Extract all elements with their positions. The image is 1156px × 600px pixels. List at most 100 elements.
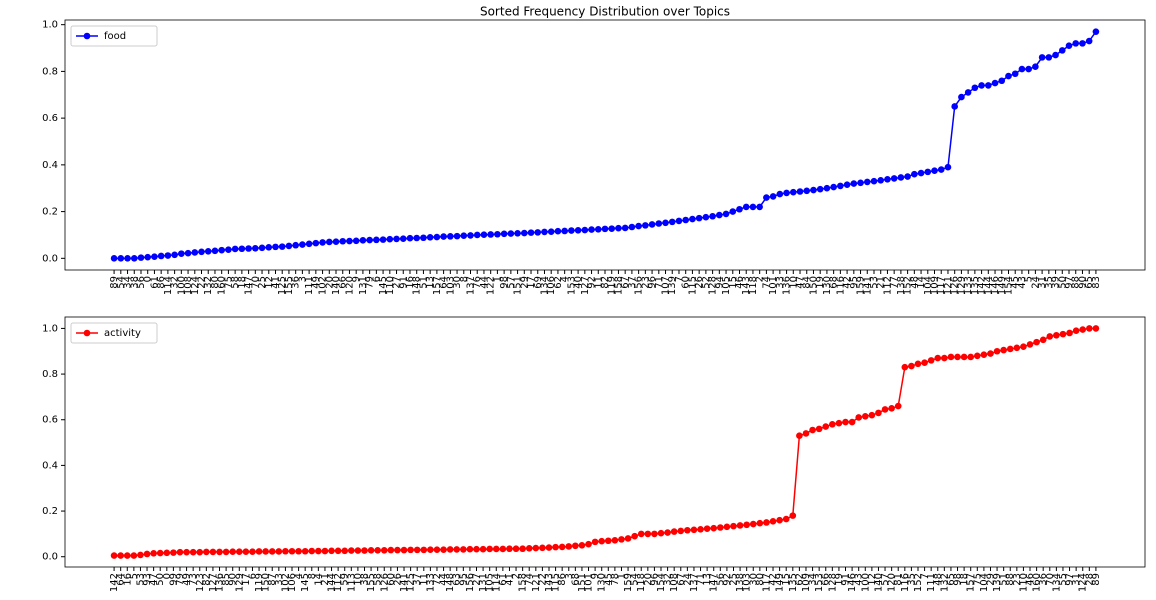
x-tick-label: 54 [630, 573, 641, 586]
point [453, 232, 461, 240]
point [527, 229, 535, 236]
point [702, 213, 710, 221]
point [480, 231, 488, 239]
x-tick-label: 29 [985, 573, 996, 586]
point [815, 425, 823, 433]
point [282, 547, 289, 555]
y-tick-label: 0.4 [42, 160, 58, 171]
x-tick-label: 143 [741, 276, 752, 295]
point [387, 546, 395, 554]
point [835, 419, 843, 427]
x-tick-label: 57 [506, 276, 517, 289]
point [924, 168, 932, 176]
point [332, 238, 340, 246]
point [870, 177, 878, 185]
point [352, 237, 360, 245]
point [594, 226, 602, 233]
x-tick-label: 82 [201, 573, 212, 586]
point [621, 224, 629, 232]
x-tick-label: 152 [903, 276, 914, 295]
x-tick-label: 32 [170, 276, 181, 289]
point [255, 548, 263, 555]
point [492, 545, 500, 553]
point [242, 548, 250, 556]
point [810, 186, 817, 194]
x-tick-label: 47 [149, 573, 160, 586]
point [664, 529, 671, 536]
point [964, 89, 972, 96]
point [842, 418, 849, 426]
x-tick-label: 31 [1071, 573, 1082, 586]
point [525, 544, 533, 552]
point [894, 402, 902, 410]
point [433, 546, 441, 553]
x-tick-label: 86 [557, 573, 568, 586]
point [325, 238, 333, 246]
point [624, 535, 632, 542]
point [967, 353, 975, 361]
x-tick-label: 137 [466, 276, 477, 295]
x-tick-label: 147 [709, 573, 720, 592]
x-tick-label: 98 [499, 276, 510, 289]
x-tick-label: 26 [392, 573, 403, 586]
point [486, 545, 493, 553]
point [901, 363, 909, 371]
point [183, 548, 190, 556]
x-tick-label: 150 [808, 276, 819, 295]
x-tick-label: 65 [1084, 276, 1095, 289]
x-tick-label: 12 [867, 573, 878, 586]
x-tick-label: 95 [458, 573, 469, 586]
point [110, 255, 118, 262]
point [581, 226, 589, 234]
x-tick-label: 133 [963, 276, 974, 295]
x-tick-label: 146 [990, 276, 1001, 295]
x-tick-label: 106 [546, 276, 557, 295]
x-tick-label: 155 [366, 573, 377, 592]
point [406, 234, 414, 242]
x-tick-label: 70 [250, 276, 261, 289]
x-tick-label: 119 [254, 573, 265, 592]
x-tick-label: 117 [761, 573, 772, 592]
x-tick-label: 17 [526, 276, 537, 289]
point [1085, 37, 1093, 45]
point [944, 163, 952, 171]
point [615, 224, 622, 232]
point [572, 542, 579, 550]
point [960, 353, 968, 361]
point [1052, 51, 1059, 59]
x-tick-label: 74 [524, 573, 535, 586]
point [1065, 42, 1073, 50]
x-tick-label: 22 [197, 276, 208, 289]
y-tick-label: 0.6 [42, 415, 58, 426]
point [722, 210, 730, 218]
point [697, 526, 704, 533]
point [225, 246, 232, 253]
x-tick-label: 104 [979, 573, 990, 592]
point [440, 233, 447, 240]
point [292, 241, 299, 249]
x-tick-label: 160 [1032, 573, 1043, 592]
point [203, 548, 210, 556]
x-tick-label: 37 [412, 573, 423, 586]
x-tick-label: 10 [788, 276, 799, 289]
point [500, 230, 508, 238]
x-tick-label: 93 [142, 573, 153, 586]
point [848, 418, 856, 426]
point [1013, 344, 1021, 352]
point [1000, 346, 1007, 354]
x-tick-label: 120 [887, 573, 898, 592]
x-tick-label: 30 [748, 573, 759, 586]
x-tick-label: 80 [210, 276, 221, 289]
point [655, 220, 663, 227]
x-tick-label: 67 [676, 573, 687, 586]
point [554, 227, 562, 235]
point [730, 522, 737, 530]
point [648, 221, 656, 228]
x-tick-label: 138 [896, 276, 907, 295]
point [354, 547, 362, 554]
point [875, 409, 882, 417]
x-tick-label: 3 [564, 573, 575, 579]
x-tick-label: 131 [358, 276, 369, 295]
x-tick-label: 140 [873, 573, 884, 592]
point [512, 545, 520, 553]
